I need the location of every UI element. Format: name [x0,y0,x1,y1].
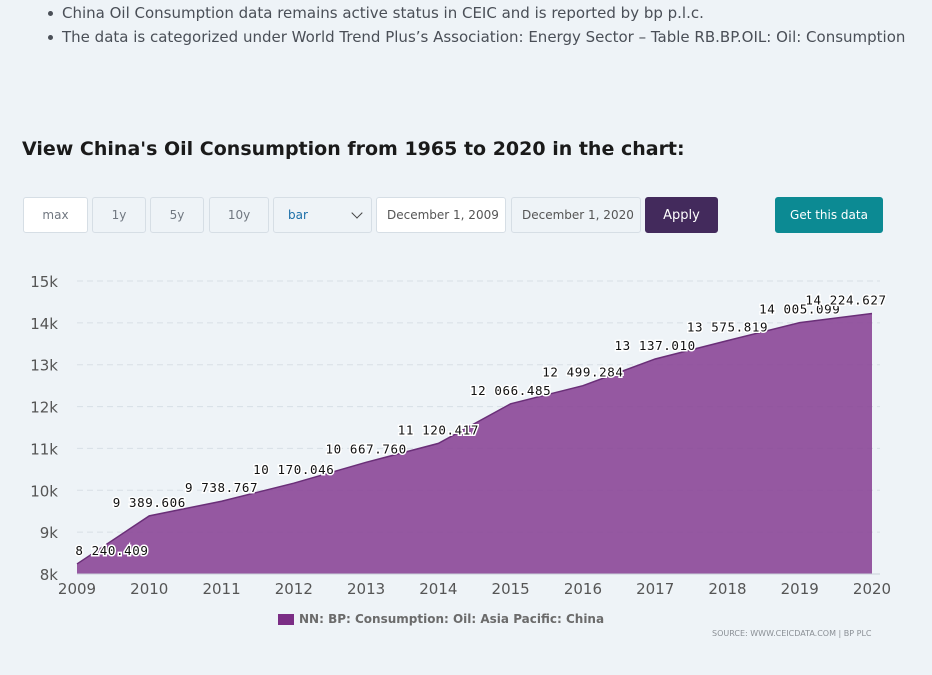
x-tick-label: 2016 [564,580,602,598]
data-label: 10 667.760 [325,441,406,456]
data-label: 10 170.046 [253,462,334,477]
legend-swatch [278,613,294,625]
x-tick-label: 2020 [853,580,891,598]
data-label: 12 499.284 [542,365,623,380]
start-date-input[interactable]: December 1, 2009 [376,197,506,233]
x-tick-label: 2019 [781,580,819,598]
range-5y-button[interactable]: 5y [150,197,204,233]
data-label: 8 240.409 [75,543,148,558]
data-label: 9 738.767 [185,480,258,495]
data-label: 14 224.627 [805,292,886,307]
x-tick-label: 2013 [347,580,385,598]
y-tick-label: 13k [30,357,58,375]
apply-button[interactable]: Apply [645,197,718,233]
data-label: 13 575.819 [687,320,768,335]
chart-type-value: bar [288,208,308,222]
x-tick-label: 2015 [492,580,530,598]
range-1y-button[interactable]: 1y [92,197,146,233]
legend-label: NN: BP: Consumption: Oil: Asia Pacific: … [299,612,605,626]
y-tick-label: 9k [40,524,59,542]
series-area [77,313,872,574]
end-date-input[interactable]: December 1, 2020 [511,197,641,233]
description-list: China Oil Consumption data remains activ… [46,3,905,51]
chart-heading: View China's Oil Consumption from 1965 t… [22,138,685,160]
data-label: 12 066.485 [470,383,551,398]
y-tick-label: 15k [30,273,58,291]
chart-type-select[interactable]: bar [273,197,372,233]
x-tick-label: 2010 [130,580,168,598]
x-tick-label: 2018 [708,580,746,598]
data-label: 13 137.010 [615,338,696,353]
y-tick-label: 8k [40,566,59,584]
data-label: 9 389.606 [113,495,186,510]
source-note: SOURCE: WWW.CEICDATA.COM | BP PLC [712,629,872,638]
x-tick-label: 2017 [636,580,674,598]
series-line [76,312,873,565]
x-tick-label: 2009 [58,580,96,598]
description-item: China Oil Consumption data remains activ… [46,3,905,27]
x-tick-label: 2012 [275,580,313,598]
y-tick-label: 11k [30,440,58,458]
get-data-button[interactable]: Get this data [775,197,883,233]
description-item: The data is categorized under World Tren… [46,27,905,51]
y-tick-label: 14k [30,315,58,333]
data-label: 14 005.099 [759,302,840,317]
range-10y-button[interactable]: 10y [209,197,269,233]
x-tick-label: 2011 [202,580,240,598]
range-max-button[interactable]: max [23,197,88,233]
y-tick-label: 12k [30,399,58,417]
chevron-down-icon [351,207,363,219]
y-tick-label: 10k [30,482,58,500]
data-label: 11 120.417 [398,422,479,437]
chart-legend[interactable]: NN: BP: Consumption: Oil: Asia Pacific: … [278,612,604,626]
x-tick-label: 2014 [419,580,457,598]
